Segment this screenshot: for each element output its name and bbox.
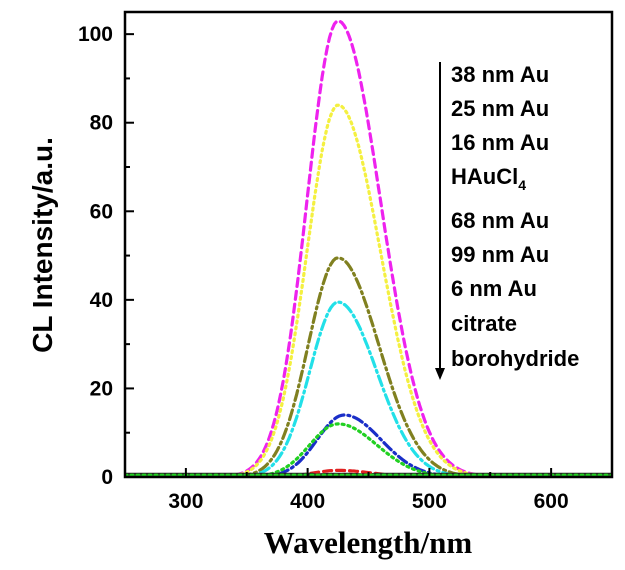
x-axis-ticks: 300 400 500 600 [124,468,613,513]
series-layer [125,19,612,477]
legend-arrow-head [435,368,445,380]
y-axis-title: CL Intensity/a.u. [27,137,58,353]
legend-item-99nm: 99 nm Au [451,242,549,267]
legend-haucl-base: HAuCl [451,164,518,189]
legend-item-68nm: 68 nm Au [451,208,549,233]
y-tick-label: 40 [90,289,113,312]
y-tick-label: 60 [90,200,113,223]
y-axis-ticks: 0 20 40 60 80 100 [78,23,134,489]
y-tick-label: 0 [101,466,113,489]
legend: 38 nm Au 25 nm Au 16 nm Au HAuCl4 68 nm … [435,62,579,380]
x-axis-title: Wavelength/nm [264,525,473,560]
legend-haucl-subscript: 4 [518,177,526,193]
x-tick-label: 300 [168,490,203,513]
x-tick-label: 500 [412,490,447,513]
x-tick-label: 600 [534,490,569,513]
legend-item-citrate: citrate [451,311,517,336]
legend-item-haucl4: HAuCl4 [451,164,526,193]
series-line-3 [239,300,479,477]
series-line-2 [239,256,486,477]
y-tick-label: 100 [78,23,113,46]
y-tick-label: 80 [90,112,113,135]
series-line-1 [233,103,497,477]
x-tick-label: 400 [290,490,325,513]
legend-item-38nm: 38 nm Au [451,62,549,87]
legend-item-16nm: 16 nm Au [451,130,549,155]
legend-item-25nm: 25 nm Au [451,96,549,121]
series-line-0 [233,19,504,477]
y-tick-label: 20 [90,377,113,400]
legend-item-borohydride: borohydride [451,346,579,371]
legend-item-6nm: 6 nm Au [451,276,537,301]
